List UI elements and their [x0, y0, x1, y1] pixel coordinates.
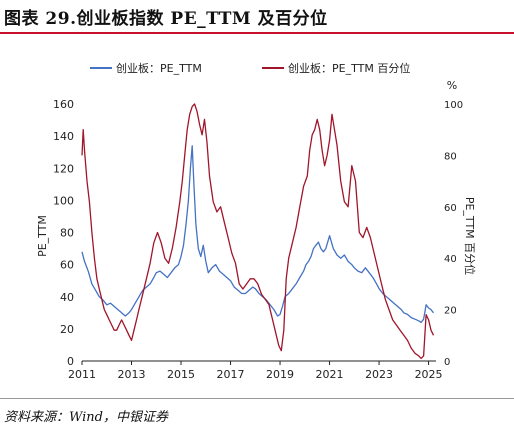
series-layer: [81, 103, 435, 360]
y-left-tick-label: 100: [53, 194, 74, 207]
legend-label-pct: 创业板：PE_TTM 百分位: [288, 61, 410, 75]
chart-svg: 创业板：PE_TTM 创业板：PE_TTM 百分位 PE_TTM PE_TTM …: [36, 61, 477, 381]
y-left-tick-label: 0: [67, 355, 74, 368]
series-line-pe: [81, 145, 435, 324]
chart-title: 图表 29.创业板指数 PE_TTM 及百分位: [4, 9, 328, 29]
title-rule: [0, 32, 514, 34]
y-right-unit: %: [447, 79, 457, 92]
source-rule: [0, 398, 514, 399]
y-left-tick-label: 120: [53, 162, 74, 175]
x-tick-label: 2021: [316, 368, 344, 381]
y-right-label: PE_TTM 百分位: [463, 197, 477, 275]
x-ticks: 2011 2013 2015 2017 2019 2021 2023 2025: [68, 361, 443, 381]
x-tick-label: 2013: [118, 368, 146, 381]
y-right-ticks: 0 20 40 60 80 100: [444, 100, 463, 368]
series-line-pct: [81, 103, 435, 360]
y-right-tick-label: 100: [444, 100, 463, 111]
source-note: 资料来源：Wind，中银证券: [4, 410, 168, 425]
chart-area: 创业板：PE_TTM 创业板：PE_TTM 百分位 PE_TTM PE_TTM …: [0, 36, 514, 396]
y-right-tick-label: 40: [444, 254, 457, 265]
x-tick-label: 2017: [217, 368, 245, 381]
x-tick-label: 2011: [68, 368, 96, 381]
legend-label-pe: 创业板：PE_TTM: [116, 61, 202, 75]
y-right-tick-label: 80: [444, 151, 457, 162]
legend: 创业板：PE_TTM 创业板：PE_TTM 百分位: [90, 61, 410, 75]
y-left-tick-label: 160: [53, 98, 74, 111]
y-left-tick-label: 60: [60, 259, 74, 272]
x-tick-label: 2025: [415, 368, 443, 381]
x-tick-label: 2015: [167, 368, 195, 381]
y-left-label: PE_TTM: [36, 215, 49, 257]
y-right-tick-label: 0: [444, 357, 450, 368]
x-tick-label: 2023: [365, 368, 393, 381]
y-left-tick-label: 80: [60, 227, 74, 240]
y-right-tick-label: 60: [444, 203, 457, 214]
y-left-ticks: 0 20 40 60 80 100 120 140 160: [53, 98, 74, 368]
y-right-tick-label: 20: [444, 306, 457, 317]
y-left-tick-label: 20: [60, 323, 74, 336]
y-left-tick-label: 40: [60, 291, 74, 304]
x-tick-label: 2019: [266, 368, 294, 381]
y-left-tick-label: 140: [53, 130, 74, 143]
